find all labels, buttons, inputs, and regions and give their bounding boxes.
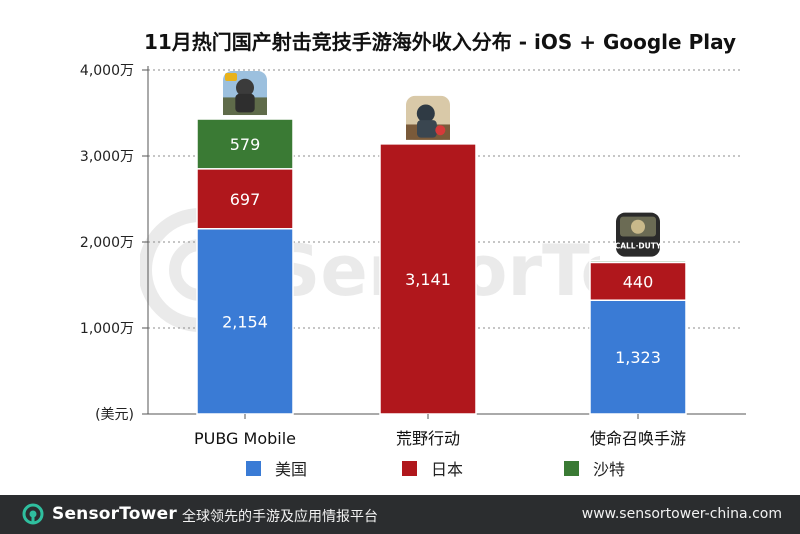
legend-swatch-us xyxy=(246,460,261,476)
footer-brand-part1: Sensor xyxy=(52,504,120,524)
y-tick-label: (美元) xyxy=(95,407,134,423)
footer-brand: SensorTower xyxy=(52,504,177,524)
data-label: 697 xyxy=(230,190,261,209)
revenue-stacked-bar-chart: (美元) 1,000万 2,000万 3,000万 4,000万 2,154 697 579 P… xyxy=(80,63,746,448)
legend-swatch-jp xyxy=(402,460,417,476)
pubg-mobile-app-icon xyxy=(223,71,267,116)
legend-item-sa: 沙特 xyxy=(564,456,625,480)
bar-segment xyxy=(379,143,477,415)
bar-segment xyxy=(196,168,294,230)
data-label: 1,323 xyxy=(615,348,661,367)
bar-segment xyxy=(589,259,687,264)
chart-title: 11月热门国产射击竞技手游海外收入分布 - iOS + Google Play xyxy=(143,30,736,54)
cod-icon-text: CALL·DUTY xyxy=(615,242,662,251)
bar-segment xyxy=(196,118,294,170)
footer-url[interactable]: www.sensortower-china.com xyxy=(581,506,782,522)
y-tick-label: 2,000万 xyxy=(80,235,134,251)
legend-item-jp: 日本 xyxy=(402,456,463,480)
data-label: 3,141 xyxy=(405,270,451,289)
sensortower-logo-icon xyxy=(22,503,44,525)
data-label: 2,154 xyxy=(222,312,268,331)
call-of-duty-mobile-app-icon: CALL·DUTY xyxy=(615,212,662,257)
y-tick-label: 4,000万 xyxy=(80,63,134,79)
x-category-label: 荒野行动 xyxy=(396,429,460,448)
footer-bar: SensorTower 全球领先的手游及应用情报平台 www.sensortow… xyxy=(0,495,800,534)
legend-swatch-sa xyxy=(564,460,579,476)
x-category-label: 使命召唤手游 xyxy=(590,429,686,448)
legend-label-sa: 沙特 xyxy=(593,460,626,479)
footer-brand-part2: Tower xyxy=(119,504,177,524)
knives-out-app-icon xyxy=(406,95,450,140)
footer-slogan: 全球领先的手游及应用情报平台 xyxy=(182,509,378,525)
data-label: 440 xyxy=(623,272,654,291)
footer-logo[interactable]: SensorTower xyxy=(22,503,177,525)
legend-label-jp: 日本 xyxy=(431,460,464,479)
legend-item-us: 美国 xyxy=(246,456,307,480)
data-label: 579 xyxy=(230,135,261,154)
y-tick-label: 3,000万 xyxy=(80,149,134,165)
x-category-label: PUBG Mobile xyxy=(194,429,296,448)
bar-segment xyxy=(196,228,294,415)
y-tick-label: 1,000万 xyxy=(80,321,134,337)
chart-legend: 美国 日本 沙特 xyxy=(0,456,800,486)
legend-label-us: 美国 xyxy=(275,460,308,479)
bar-segment xyxy=(589,299,687,415)
bar-segment xyxy=(589,261,687,301)
